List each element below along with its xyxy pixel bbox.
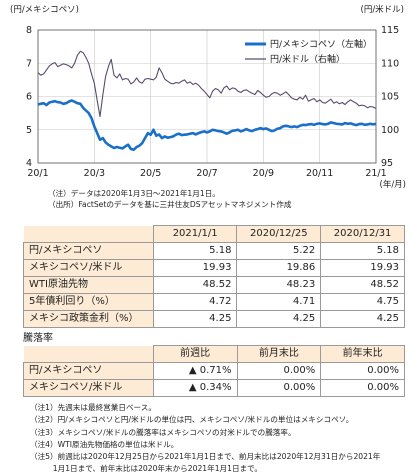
legend-label-usd: 円/米ドル（右軸） — [270, 53, 345, 65]
x-tick-label: 21/1 — [365, 168, 386, 179]
x-tick-label: 20/9 — [253, 168, 274, 179]
cell: ▲ 0.34% — [152, 379, 238, 397]
legend-label-mxn: 円/メキシコペソ（左軸） — [270, 38, 372, 50]
x-tick-label: 20/5 — [140, 168, 161, 179]
chart-note: （注）データは2020年1月3日～2021年1月1日。 — [48, 189, 220, 198]
row-label: メキシコ政策金利（%） — [23, 310, 154, 328]
header-col: 前年末比 — [320, 345, 405, 363]
x-axis-ticks: 20/1 20/3 20/5 20/7 20/9 20/11 21/1 — [27, 168, 386, 179]
right-tick-label: 105 — [381, 92, 399, 103]
cell: 48.52 — [320, 276, 405, 294]
row-label: 円/メキシコペソ — [23, 362, 154, 380]
header-col: 2020/12/31 — [320, 225, 405, 243]
table-row: メキシコペソ/米ドル 19.93 19.86 19.93 — [23, 259, 405, 277]
table-row: 円/メキシコペソ 5.18 5.22 5.18 — [23, 242, 405, 260]
header-col: 前週比 — [152, 345, 238, 363]
cell: 19.86 — [236, 259, 322, 277]
header-corner — [23, 225, 154, 243]
footnote: （注1）先週末は最終営業日ベース。 — [30, 403, 156, 412]
left-tick-label: 4 — [26, 158, 32, 169]
series-line-jpy-usd — [37, 50, 377, 118]
cell: ▲ 0.71% — [152, 362, 238, 380]
row-label: メキシコペソ/米ドル — [23, 259, 154, 277]
table-row: 円/メキシコペソ ▲ 0.71% 0.00% 0.00% — [23, 362, 405, 380]
change-rate-section-label: 騰落率 — [23, 333, 53, 344]
footnote: （注3）メキシコペソ/米ドルの騰落率はメキシコペソの対米ドルでの騰落率。 — [30, 427, 296, 437]
cell: 19.93 — [320, 259, 405, 277]
x-tick-label: 20/11 — [306, 168, 333, 179]
chart-legend: 円/メキシコペソ（左軸） 円/米ドル（右軸） — [245, 38, 372, 65]
cell: 4.72 — [152, 293, 238, 311]
right-tick-label: 100 — [381, 125, 399, 136]
right-axis-ticks: 95 100 105 110 115 — [381, 25, 399, 169]
footnote: 1月1日まで、前年末比は2020年末から2021年1月1日まで。 — [30, 464, 263, 474]
cell: 4.25 — [320, 310, 405, 328]
cell: 5.18 — [320, 242, 405, 260]
row-label: 5年債利回り（%） — [23, 293, 154, 311]
right-tick-label: 110 — [381, 58, 399, 69]
left-tick-label: 8 — [26, 25, 32, 36]
header-col: 2021/1/1 — [152, 225, 238, 243]
left-axis-label: (円/メキシコペソ) — [10, 5, 79, 15]
cell: 4.71 — [236, 293, 322, 311]
cell: 48.52 — [152, 276, 238, 294]
market-data-table: 2021/1/1 2020/12/25 2020/12/31 円/メキシコペソ … — [23, 225, 405, 328]
right-tick-label: 95 — [381, 158, 393, 169]
left-axis-ticks: 4 5 6 7 8 — [26, 25, 32, 169]
cell: 0.00% — [320, 379, 405, 397]
cell: 0.00% — [236, 362, 322, 380]
x-tick-label: 20/7 — [196, 168, 217, 179]
x-tick-label: 20/3 — [84, 168, 105, 179]
header-col: 前月末比 — [236, 345, 322, 363]
cell: 19.93 — [152, 259, 238, 277]
plot-frame — [37, 29, 377, 164]
footnote: （注4）WTI原油先物価格の単位は米ドル。 — [30, 439, 179, 449]
series-line-jpy-mxn — [37, 99, 377, 151]
row-label: 円/メキシコペソ — [23, 242, 154, 260]
cell: 0.00% — [236, 379, 322, 397]
market-table-header: 2021/1/1 2020/12/25 2020/12/31 — [23, 225, 405, 243]
table-row: 5年債利回り（%） 4.72 4.71 4.75 — [23, 293, 405, 311]
change-rate-table: 前週比 前月末比 前年末比 円/メキシコペソ ▲ 0.71% 0.00% 0.0… — [23, 345, 405, 397]
x-tick-label: 20/1 — [27, 168, 48, 179]
change-table-header: 前週比 前月末比 前年末比 — [23, 345, 405, 363]
left-tick-label: 5 — [26, 125, 32, 136]
table-row: メキシコペソ/米ドル ▲ 0.34% 0.00% 0.00% — [23, 379, 405, 397]
right-axis-label: (円/米ドル) — [361, 4, 405, 15]
cell: 5.22 — [236, 242, 322, 260]
left-tick-label: 7 — [26, 58, 32, 69]
row-label: メキシコペソ/米ドル — [23, 379, 154, 397]
x-axis-unit: (年/月) — [380, 179, 407, 190]
cell: 4.75 — [320, 293, 405, 311]
footnotes: （注1）先週末は最終営業日ベース。 （注2）円/メキシコペソと円/米ドルの単位は… — [30, 402, 380, 476]
footnote: （注2）円/メキシコペソと円/米ドルの単位は円、メキシコペソ/米ドルの単位はメキ… — [30, 415, 354, 425]
cell: 48.23 — [236, 276, 322, 294]
chart-series — [37, 50, 377, 151]
header-corner — [23, 345, 154, 363]
row-label: WTI原油先物 — [23, 276, 154, 294]
cell: 4.25 — [236, 310, 322, 328]
left-tick-label: 6 — [26, 92, 32, 103]
footnote: （注5）前週比は2020年12月25日から2021年1月1日まで、前月末比は20… — [30, 452, 381, 462]
right-tick-label: 115 — [381, 25, 399, 36]
cell: 4.25 — [152, 310, 238, 328]
chart-source: （出所）FactSetのデータを基に三井住友DSアセットマネジメント作成 — [48, 200, 292, 209]
table-row: WTI原油先物 48.52 48.23 48.52 — [23, 276, 405, 294]
table-row: メキシコ政策金利（%） 4.25 4.25 4.25 — [23, 310, 405, 328]
header-col: 2020/12/25 — [236, 225, 322, 243]
cell: 5.18 — [152, 242, 238, 260]
cell: 0.00% — [320, 362, 405, 380]
